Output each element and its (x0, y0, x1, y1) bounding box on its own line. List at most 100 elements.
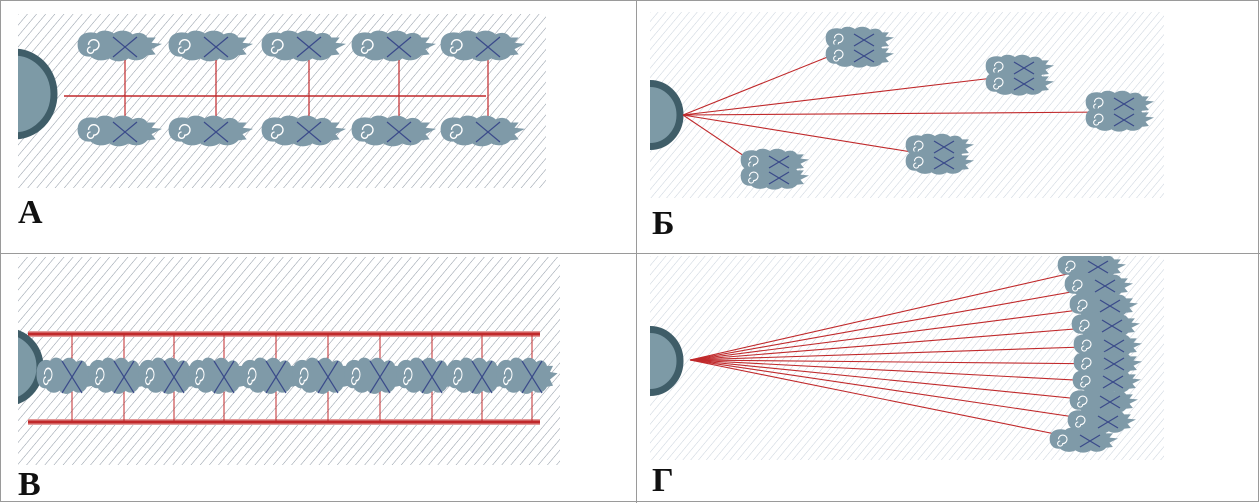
cross-line (933, 140, 955, 154)
diagram-b (650, 12, 1164, 198)
ray-line-g (689, 325, 1113, 361)
cross-line (265, 360, 287, 394)
animal-shape (292, 357, 354, 394)
panel-b: Б (637, 0, 1260, 253)
ray-line-g (689, 285, 1106, 361)
cross-line (112, 36, 138, 58)
animal-g (1073, 350, 1142, 376)
animal-b (740, 164, 809, 190)
cross-line (203, 121, 229, 143)
label-g: Г (652, 462, 674, 499)
diagram-v (18, 257, 560, 465)
cross-line (475, 121, 501, 143)
panel-a: А (0, 0, 636, 253)
animal-v (88, 357, 150, 394)
ray-line-g (689, 359, 1109, 423)
ray-line-b (682, 114, 931, 156)
cross-line (386, 36, 412, 58)
label-a: А (18, 194, 43, 231)
animal-shape (396, 357, 458, 394)
diagram-g (650, 256, 1164, 460)
animal-a-bottom (168, 115, 254, 147)
animal-g (1073, 332, 1142, 358)
animal-shape (88, 357, 150, 394)
ray-line-b (682, 47, 851, 116)
cross-line (1079, 434, 1101, 448)
cross-line (1094, 279, 1116, 293)
cross-line (421, 360, 443, 394)
cross-line (1103, 357, 1125, 371)
cross-line (112, 121, 138, 143)
cross-line (1099, 395, 1121, 409)
animal-shape (240, 357, 302, 394)
animal-shape (496, 357, 558, 394)
cross-line (1097, 415, 1119, 429)
ray-line-g (689, 359, 1115, 365)
animal-a-top (261, 30, 346, 62)
animal-shape (188, 357, 250, 394)
cross-line (213, 360, 235, 394)
animal-shape (138, 357, 200, 394)
animal-shape (36, 357, 98, 394)
cross-line (296, 36, 322, 58)
cross-line (296, 121, 322, 143)
cross-line (471, 360, 493, 394)
cross-line (1103, 339, 1125, 353)
animal-a-top (77, 30, 163, 62)
cross-line (1102, 375, 1124, 389)
animal-g (1049, 427, 1118, 453)
cross-line (521, 360, 543, 394)
ray-line-g (689, 359, 1111, 403)
animal-g (1071, 312, 1140, 338)
animal-b (985, 70, 1054, 96)
cross-line (163, 360, 185, 394)
cross-line (1113, 97, 1135, 111)
cross-line (768, 171, 790, 185)
cross-line (203, 36, 229, 58)
animal-b (825, 42, 894, 68)
panel-v: В (0, 254, 636, 503)
animal-a-bottom (440, 115, 525, 147)
cross-line (933, 156, 955, 170)
cross-line (1099, 299, 1121, 313)
animal-g (1069, 292, 1138, 318)
label-b: Б (652, 205, 675, 242)
animal-v (396, 357, 458, 394)
panel-g: Г (637, 254, 1260, 503)
dome-g (650, 326, 684, 396)
cross-line (369, 360, 391, 394)
diagram-a (18, 14, 546, 188)
animal-v (240, 357, 302, 394)
animal-b (905, 149, 974, 175)
hatch-background (650, 12, 1164, 198)
animal-v (292, 357, 354, 394)
cross-line (768, 155, 790, 169)
table-divider-horizontal (0, 253, 1260, 254)
animal-a-top (351, 30, 436, 62)
ray-line-b (682, 111, 1111, 116)
cross-line (1101, 319, 1123, 333)
animal-v (36, 357, 98, 394)
ray-line-g (689, 266, 1099, 361)
label-v: В (18, 466, 41, 503)
animal-v (188, 357, 250, 394)
animal-g (1067, 408, 1136, 434)
animal-b (1085, 106, 1154, 132)
animal-g (1072, 368, 1141, 394)
animal-a-bottom (77, 115, 163, 147)
dome-a (18, 48, 58, 140)
animal-a-bottom (351, 115, 436, 147)
ray-line-g (689, 305, 1111, 361)
animal-v (138, 357, 200, 394)
animal-a-bottom (261, 115, 346, 147)
ray-line-b (682, 75, 1011, 116)
cross-line (386, 121, 412, 143)
animal-shape (446, 357, 508, 394)
cross-line (853, 49, 875, 63)
cross-line (317, 360, 339, 394)
ray-line-g (689, 345, 1115, 361)
animal-g (1069, 388, 1138, 414)
cross-line (1113, 113, 1135, 127)
animal-v (496, 357, 558, 394)
